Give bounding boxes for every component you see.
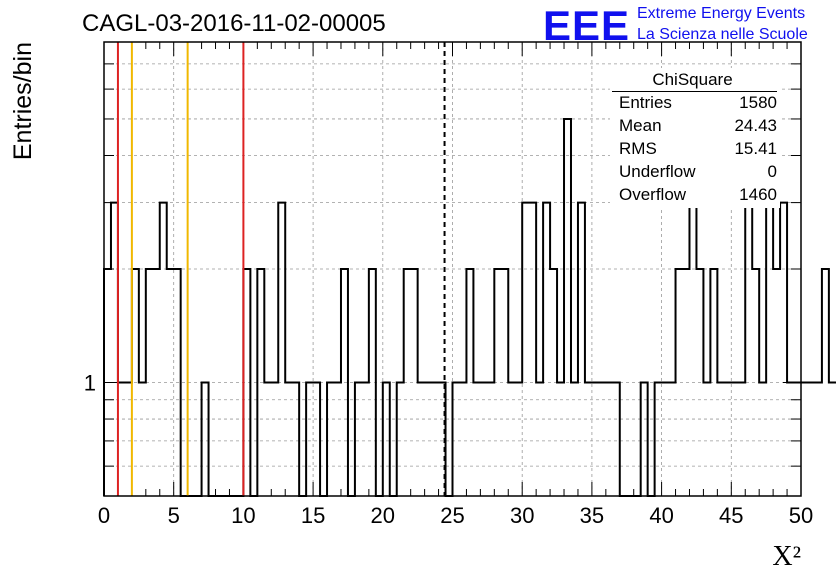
logo-line-1: Extreme Energy Events — [637, 5, 806, 22]
x-tick-label: 45 — [719, 503, 743, 528]
x-tick-label: 35 — [580, 503, 604, 528]
stats-value: 1580 — [739, 93, 777, 112]
stats-label: Entries — [619, 93, 672, 112]
stats-box: ChiSquare Entries 1580 Mean 24.43 RMS 15… — [610, 68, 780, 208]
eee-logo: EEE — [543, 2, 631, 49]
x-tick-label: 20 — [371, 503, 395, 528]
plot-title: CAGL-03-2016-11-02-00005 — [82, 10, 386, 37]
x-tick-label: 10 — [231, 503, 255, 528]
stats-value: 15.41 — [734, 139, 777, 158]
x-axis-label: X² — [772, 541, 801, 572]
stats-title: ChiSquare — [652, 70, 733, 89]
x-tick-label: 50 — [789, 503, 813, 528]
y-tick-label: 1 — [84, 371, 96, 396]
logo-line-2: La Scienza nelle Scuole — [637, 26, 808, 43]
stats-label: Underflow — [619, 162, 696, 181]
plot-frame — [103, 41, 802, 497]
x-tick-label: 25 — [440, 503, 464, 528]
x-tick-label: 15 — [301, 503, 325, 528]
x-tick-label: 30 — [510, 503, 534, 528]
x-tick-label: 0 — [98, 503, 110, 528]
stats-value: 1460 — [739, 185, 777, 204]
stats-divider — [612, 91, 777, 92]
stats-value: 0 — [767, 162, 777, 181]
x-tick-label: 40 — [649, 503, 673, 528]
stats-label: RMS — [619, 139, 657, 158]
histogram-series — [103, 117, 836, 497]
stats-value: 24.43 — [734, 116, 777, 135]
x-tick-label: 5 — [168, 503, 180, 528]
y-axis-label: Entries/bin — [9, 42, 37, 160]
stats-label: Overflow — [619, 185, 687, 204]
stats-label: Mean — [619, 116, 662, 135]
